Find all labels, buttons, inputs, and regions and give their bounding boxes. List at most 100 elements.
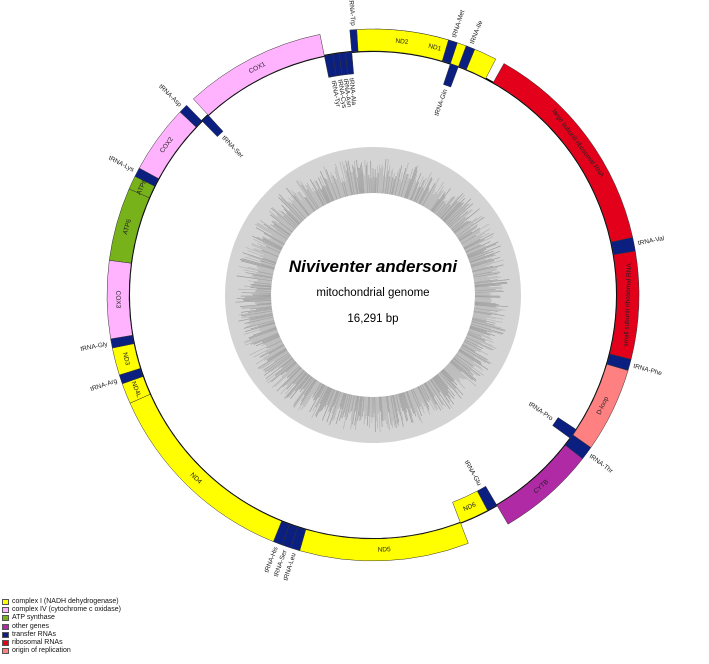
gc-tick — [466, 245, 486, 255]
gc-tick — [406, 391, 417, 417]
gc-tick — [273, 224, 290, 237]
gc-tick — [352, 171, 357, 195]
gc-tick — [387, 395, 394, 429]
gc-tick — [301, 184, 318, 210]
gc-tick — [358, 167, 362, 194]
gc-tick — [254, 223, 286, 243]
gc-tick — [257, 271, 274, 276]
gc-tick — [421, 191, 430, 206]
gc-tick — [450, 217, 466, 230]
gc-tick — [451, 359, 477, 381]
gc-tick — [472, 318, 487, 323]
gc-tick — [473, 314, 496, 320]
gc-tick — [454, 356, 481, 377]
gc-tick — [455, 354, 484, 376]
gc-tick — [424, 189, 436, 208]
gc-tick — [300, 381, 320, 411]
gc-tick — [312, 191, 323, 207]
gc-tick — [250, 283, 272, 287]
gc-tick — [418, 386, 430, 408]
gc-tick — [288, 201, 306, 220]
gc-tick — [270, 224, 290, 238]
gc-tick — [257, 243, 280, 254]
gc-tick — [306, 182, 322, 208]
gc-tick — [342, 393, 349, 418]
gc-tick — [414, 179, 425, 202]
gc-tick — [407, 390, 417, 413]
gc-tick — [335, 163, 346, 198]
gc-tick — [275, 359, 295, 376]
gc-tick — [410, 181, 419, 201]
gc-tick — [456, 227, 471, 238]
gc-tick — [474, 279, 510, 284]
gc-tick — [327, 179, 336, 201]
gc-tick — [471, 321, 505, 332]
gc-tick — [236, 275, 273, 282]
gc-tick — [455, 222, 474, 237]
gc-tick — [267, 354, 291, 372]
gc-tick — [253, 333, 279, 345]
gc-tick — [434, 376, 451, 398]
gc-tick — [256, 223, 287, 243]
gc-tick — [341, 177, 347, 197]
gc-tick — [281, 198, 304, 222]
gc-tick — [436, 197, 453, 216]
gc-tick — [333, 391, 340, 407]
gc-tick — [268, 344, 285, 355]
gc-tick — [378, 168, 382, 194]
gc-tick — [311, 386, 328, 419]
gc-tick — [425, 382, 435, 397]
gc-tick — [258, 268, 274, 273]
gc-tick — [346, 394, 353, 420]
gc-tick — [466, 335, 497, 349]
gc-tick — [256, 236, 282, 250]
gc-tick — [474, 301, 496, 304]
gc-tick — [286, 364, 300, 377]
gc-tick — [368, 396, 370, 417]
gc-tick — [345, 181, 350, 196]
gc-tick — [363, 396, 367, 425]
gc-tick — [355, 395, 359, 412]
gc-tick — [262, 235, 284, 248]
gc-tick — [449, 209, 472, 229]
gc-tick — [389, 177, 394, 195]
gc-tick — [410, 389, 418, 408]
gc-tick — [255, 227, 285, 245]
gc-tick — [473, 276, 498, 281]
gc-tick — [325, 169, 338, 200]
gc-tick — [450, 209, 473, 230]
gc-tick — [474, 304, 497, 308]
gc-tick — [453, 356, 479, 377]
gc-tick — [384, 396, 389, 429]
gc-tick — [293, 377, 314, 405]
gc-tick — [433, 196, 446, 214]
gc-tick — [288, 210, 302, 224]
gc-tick — [425, 194, 434, 208]
gc-tick — [259, 323, 276, 329]
gc-tick — [381, 175, 384, 194]
gc-tick — [344, 394, 351, 418]
gc-tick — [243, 320, 275, 329]
gc-tick — [287, 201, 305, 221]
gc-tick — [297, 191, 314, 213]
gc-tick — [388, 395, 394, 422]
gc-tick — [464, 243, 480, 252]
gc-tick — [272, 220, 292, 235]
gc-tick — [305, 184, 321, 209]
gc-tick — [463, 340, 481, 351]
gc-tick — [469, 326, 487, 333]
gc-tick — [321, 388, 332, 411]
gc-tick — [442, 198, 466, 222]
gc-tick — [295, 371, 307, 385]
gc-tick — [360, 396, 364, 421]
gc-tick — [344, 394, 350, 414]
gc-tick — [247, 250, 277, 262]
gc-tick — [271, 238, 284, 246]
gc-tick — [392, 175, 397, 195]
legend-label: other genes — [12, 622, 49, 630]
gc-tick — [382, 158, 387, 194]
gc-tick — [265, 337, 281, 346]
gc-tick — [314, 179, 328, 205]
gc-tick — [458, 349, 482, 365]
gc-tick — [323, 166, 337, 200]
